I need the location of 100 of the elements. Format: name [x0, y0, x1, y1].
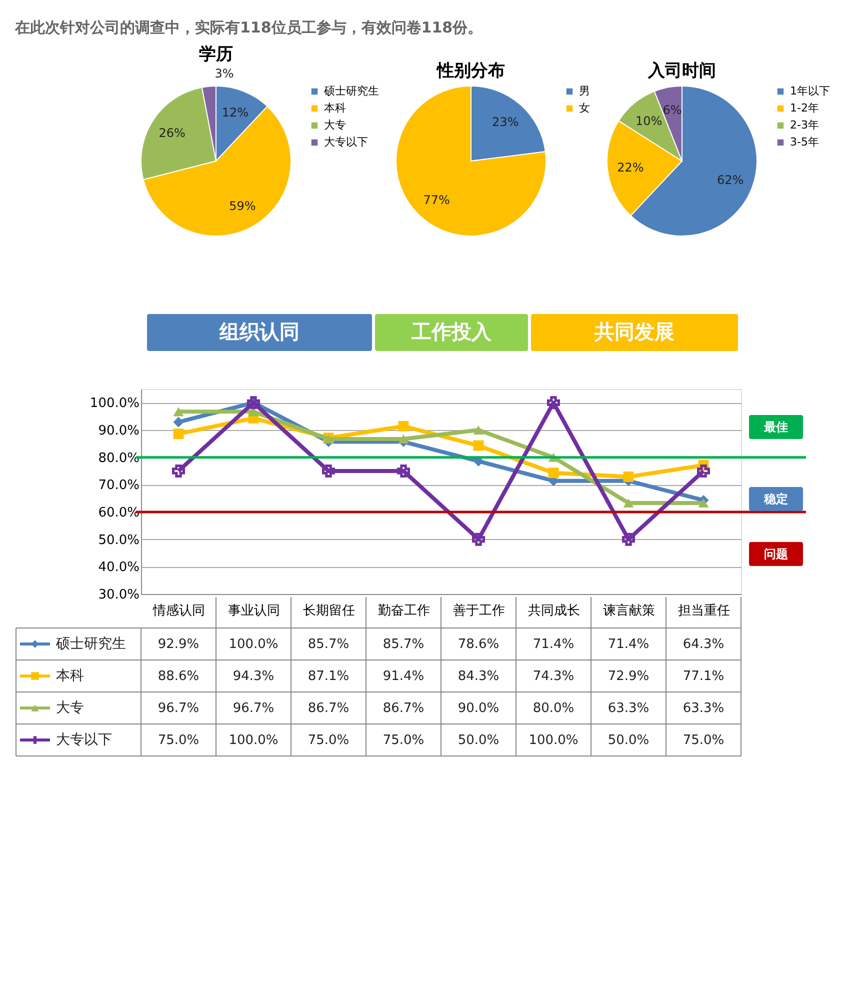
chart-title: 入司时间 [647, 61, 716, 81]
point [473, 440, 484, 451]
text: 问题 [764, 547, 788, 561]
x-tick-label: 事业认同 [228, 604, 280, 618]
y-tick-label: 80.0% [98, 450, 140, 466]
y-tick-label: 40.0% [98, 560, 140, 576]
point [398, 420, 409, 432]
point [397, 464, 410, 478]
y-tick-label: 70.0% [98, 478, 140, 494]
text: 组织认同 [218, 320, 300, 344]
data-label: 86.7% [382, 701, 424, 716]
data-label: 75.0% [382, 733, 424, 748]
point [548, 468, 559, 478]
chart-title: 性别分布 [436, 61, 505, 81]
point [473, 425, 484, 435]
data-label: 59% [229, 198, 256, 213]
x-tick-label: 共同成长 [528, 604, 580, 618]
data-label: 100.0% [228, 637, 278, 652]
legend-label: 硕士研究生 [323, 84, 379, 98]
data-label: 84.3% [458, 669, 500, 684]
legend-label: 1-2年 [790, 102, 819, 114]
point [698, 498, 709, 508]
text: 最佳 [763, 420, 788, 434]
data-label: 75.0% [308, 733, 350, 748]
data-label: 63.3% [682, 701, 724, 716]
data-label: 22% [617, 160, 644, 175]
text: 工作投入 [410, 320, 492, 344]
point [697, 464, 710, 478]
legend-label: 1年以下 [790, 84, 830, 98]
point [472, 532, 485, 546]
point [173, 416, 184, 428]
data-label: 78.6% [458, 637, 500, 652]
data-label: 6% [662, 102, 682, 117]
y-tick-label: 100.0% [90, 396, 140, 412]
data-label: 85.7% [308, 637, 350, 652]
data-label: 64.3% [682, 637, 724, 652]
point [172, 464, 185, 478]
point [398, 434, 409, 444]
point [623, 498, 634, 508]
y-tick-label: 30.0% [98, 588, 140, 602]
legend-label: 硕士研究生 [55, 636, 126, 652]
pie-slice [396, 86, 546, 236]
text: 稳定 [763, 492, 788, 506]
data-label: 23% [492, 114, 519, 129]
x-tick-label: 勤奋工作 [378, 604, 430, 618]
data-label: 72.9% [608, 669, 650, 684]
legend-label: 女 [579, 102, 590, 114]
legend-label: 本科 [324, 102, 346, 114]
data-label: 75.0% [158, 733, 200, 748]
data-label: 94.3% [232, 669, 274, 684]
data-label: 75.0% [682, 733, 724, 748]
y-tick-label: 60.0% [98, 506, 140, 520]
point [173, 407, 184, 416]
x-tick-label: 担当重任 [678, 604, 730, 618]
point [322, 464, 335, 478]
data-label: 91.4% [382, 669, 424, 684]
data-label: 62% [717, 173, 744, 188]
chart-title: 学历 [199, 44, 233, 64]
data-label: 77.1% [682, 669, 724, 684]
data-label: 87.1% [308, 669, 350, 684]
legend-label: 大专以下 [324, 136, 368, 148]
data-label: 63.3% [608, 701, 650, 716]
text: 共同发展 [594, 320, 674, 344]
x-tick-label: 谏言献策 [603, 602, 655, 618]
data-label: 77% [423, 193, 450, 208]
x-tick-label: 长期留任 [303, 604, 355, 618]
data-label: 100.0% [528, 733, 578, 748]
data-label: 26% [158, 126, 186, 140]
data-label: 3% [214, 66, 234, 80]
point [622, 532, 635, 546]
data-label: 10% [636, 114, 662, 128]
legend-label: 男 [579, 84, 590, 98]
legend-label: 大专 [324, 118, 346, 132]
data-label: 100.0% [228, 733, 278, 748]
data-label: 50.0% [608, 733, 650, 748]
text: 在此次针对公司的调查中，实际有118位员工参与，有效问卷118份。 [14, 18, 483, 36]
legend-label: 3-5年 [790, 136, 819, 148]
point [173, 428, 184, 440]
data-label: 96.7% [158, 701, 200, 716]
data-label: 71.4% [608, 637, 650, 652]
legend-label: 本科 [56, 668, 84, 684]
data-label: 50.0% [458, 733, 500, 748]
data-label: 90.0% [458, 701, 500, 716]
legend-label: 大专以下 [56, 732, 112, 748]
data-label: 88.6% [158, 669, 200, 684]
x-tick-label: 善于工作 [453, 602, 505, 618]
y-tick-label: 50.0% [98, 532, 140, 548]
data-label: 92.9% [158, 637, 200, 652]
data-label: 74.3% [532, 669, 574, 684]
legend-label: 2-3年 [790, 118, 819, 132]
point [623, 471, 634, 482]
data-label: 96.7% [232, 701, 274, 716]
y-tick-label: 90.0% [98, 424, 140, 438]
data-label: 71.4% [532, 637, 574, 652]
data-label: 85.7% [382, 637, 424, 652]
legend-label: 大专 [56, 700, 84, 716]
data-label: 12% [222, 106, 248, 120]
point [547, 396, 560, 410]
data-label: 86.7% [308, 701, 350, 716]
data-label: 80.0% [532, 701, 574, 716]
